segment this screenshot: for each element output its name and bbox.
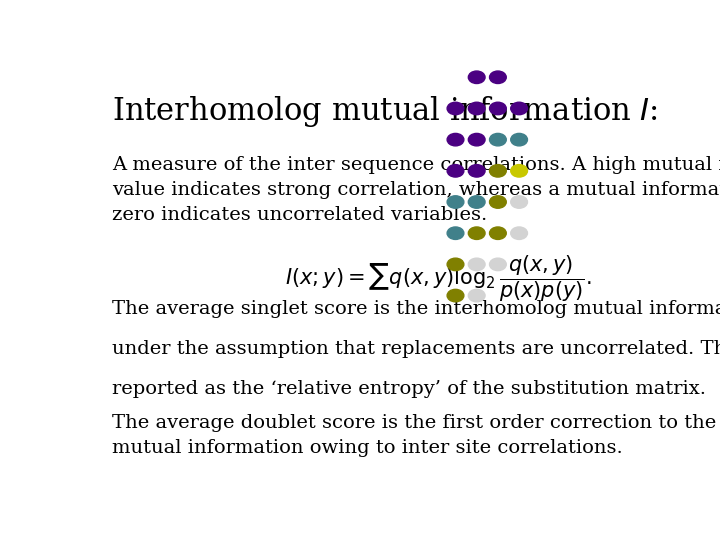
- Circle shape: [468, 227, 485, 239]
- Circle shape: [510, 196, 528, 208]
- Circle shape: [447, 227, 464, 239]
- Text: $I(x;y) = \sum q(x,y)\log_2\dfrac{q(x,y)}{p(x)p(y)}.$: $I(x;y) = \sum q(x,y)\log_2\dfrac{q(x,y)…: [285, 254, 592, 305]
- Circle shape: [447, 102, 464, 114]
- Circle shape: [490, 258, 506, 271]
- Circle shape: [510, 165, 528, 177]
- Circle shape: [510, 133, 528, 146]
- Circle shape: [490, 196, 506, 208]
- Circle shape: [468, 102, 485, 114]
- Text: reported as the ‘relative entropy’ of the substitution matrix.: reported as the ‘relative entropy’ of th…: [112, 380, 706, 397]
- Circle shape: [447, 196, 464, 208]
- Text: The average singlet score is the interhomolog mutual information per residue,: The average singlet score is the interho…: [112, 300, 720, 318]
- Circle shape: [447, 133, 464, 146]
- Circle shape: [468, 71, 485, 84]
- Circle shape: [490, 102, 506, 114]
- Circle shape: [468, 165, 485, 177]
- Circle shape: [490, 165, 506, 177]
- Circle shape: [468, 258, 485, 271]
- Text: A measure of the inter sequence correlations. A high mutual information
value in: A measure of the inter sequence correlat…: [112, 156, 720, 224]
- Circle shape: [468, 289, 485, 302]
- Text: under the assumption that replacements are uncorrelated. This is frequently: under the assumption that replacements a…: [112, 340, 720, 357]
- Circle shape: [510, 102, 528, 114]
- Circle shape: [490, 133, 506, 146]
- Circle shape: [510, 227, 528, 239]
- Circle shape: [490, 227, 506, 239]
- Circle shape: [468, 133, 485, 146]
- Circle shape: [490, 71, 506, 84]
- Circle shape: [447, 258, 464, 271]
- Text: The average doublet score is the first order correction to the intersequence
mut: The average doublet score is the first o…: [112, 414, 720, 457]
- Circle shape: [447, 289, 464, 302]
- Circle shape: [468, 196, 485, 208]
- Text: Interhomolog mutual information $\mathit{I}$:: Interhomolog mutual information $\mathit…: [112, 94, 658, 129]
- Circle shape: [447, 165, 464, 177]
